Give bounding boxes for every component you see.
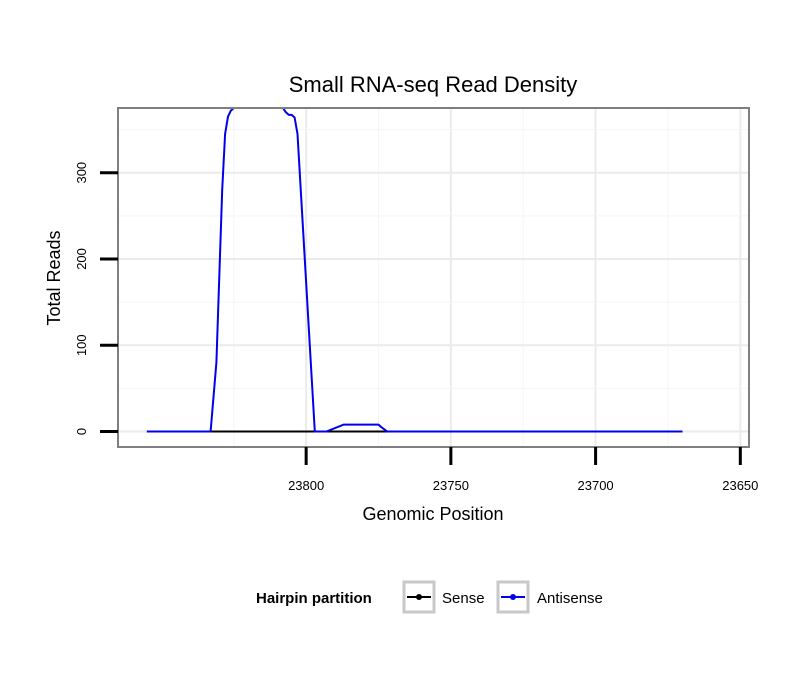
x-tick-label: 23750 — [433, 478, 469, 493]
chart-title: Small RNA-seq Read Density — [289, 72, 578, 97]
series-line-antisense — [146, 107, 683, 433]
y-tick-label: 100 — [74, 334, 89, 356]
legend-title: Hairpin partition — [256, 590, 372, 607]
y-tick-label: 300 — [74, 162, 89, 184]
y-tick-label: 200 — [74, 248, 89, 270]
x-axis: 23800 23750 23700 23650 — [288, 447, 758, 493]
y-axis: 0 100 200 300 — [74, 162, 118, 435]
legend-label-antisense: Antisense — [537, 590, 603, 607]
legend: Hairpin partition Sense Antisense — [256, 580, 603, 614]
x-tick-label: 23800 — [288, 478, 324, 493]
x-tick-label: 23700 — [578, 478, 614, 493]
legend-dot-antisense — [510, 594, 516, 600]
plot-panel-border — [117, 107, 750, 448]
legend-dot-sense — [416, 594, 422, 600]
x-axis-title: Genomic Position — [362, 504, 503, 524]
legend-label-sense: Sense — [442, 590, 485, 607]
y-axis-title: Total Reads — [44, 230, 64, 325]
series-lines — [146, 107, 683, 433]
x-tick-label: 23650 — [722, 478, 758, 493]
y-tick-label: 0 — [74, 428, 89, 435]
